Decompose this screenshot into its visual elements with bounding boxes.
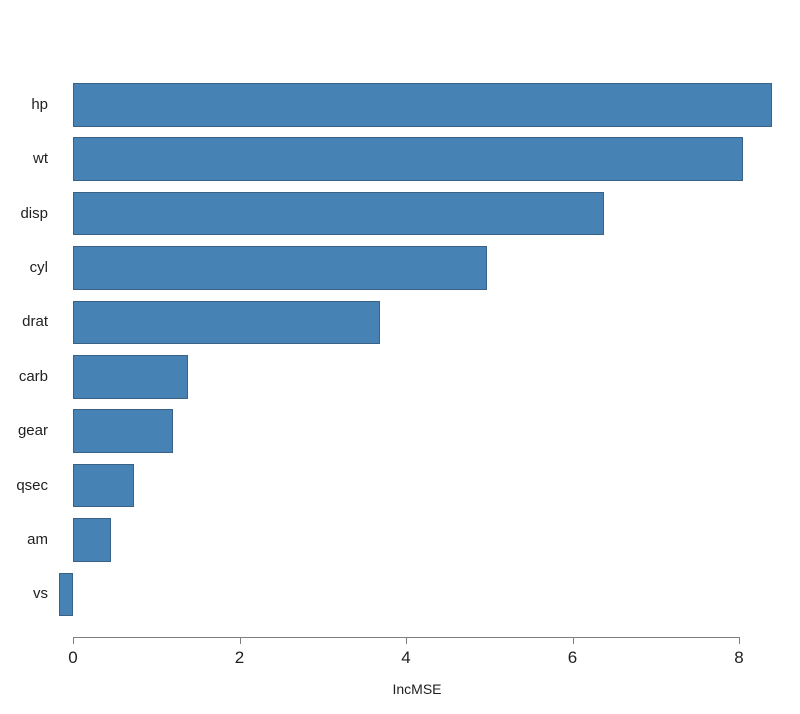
- y-axis-label-am: am: [27, 530, 48, 548]
- x-axis-tick-label: 4: [401, 648, 411, 667]
- y-axis-label-disp: disp: [20, 204, 48, 222]
- x-axis-tick: [406, 638, 407, 644]
- bar-hp: [73, 83, 773, 127]
- bar-drat: [73, 300, 381, 345]
- x-axis-line: [73, 637, 740, 638]
- bar-vs: [58, 572, 73, 617]
- x-axis-tick-label: 8: [734, 648, 744, 667]
- x-axis-tick: [239, 638, 241, 644]
- x-axis-tick: [73, 638, 74, 644]
- bar-wt: [73, 137, 744, 181]
- x-axis-tick: [572, 638, 574, 644]
- y-axis-label-cyl: cyl: [29, 258, 48, 276]
- bar-gear: [73, 409, 173, 453]
- bar-cyl: [73, 246, 487, 290]
- y-axis-label-carb: carb: [18, 367, 48, 385]
- x-axis-tick-label: 0: [68, 648, 78, 667]
- y-axis-label-vs: vs: [33, 585, 48, 603]
- y-axis-label-wt: wt: [33, 150, 48, 168]
- x-axis-tick-label: 6: [567, 648, 578, 667]
- bar-qsec: [73, 463, 134, 508]
- bar-am: [73, 518, 112, 562]
- y-axis-label-hp: hp: [31, 95, 48, 113]
- y-axis-label-drat: drat: [22, 313, 48, 331]
- x-axis-title: IncMSE: [392, 681, 442, 697]
- bar-carb: [73, 355, 188, 399]
- y-axis-label-qsec: qsec: [16, 476, 48, 494]
- y-axis-label-gear: gear: [17, 422, 48, 440]
- bar-disp: [73, 191, 605, 236]
- x-axis-tick: [739, 638, 740, 644]
- x-axis-tick-label: 2: [234, 648, 245, 667]
